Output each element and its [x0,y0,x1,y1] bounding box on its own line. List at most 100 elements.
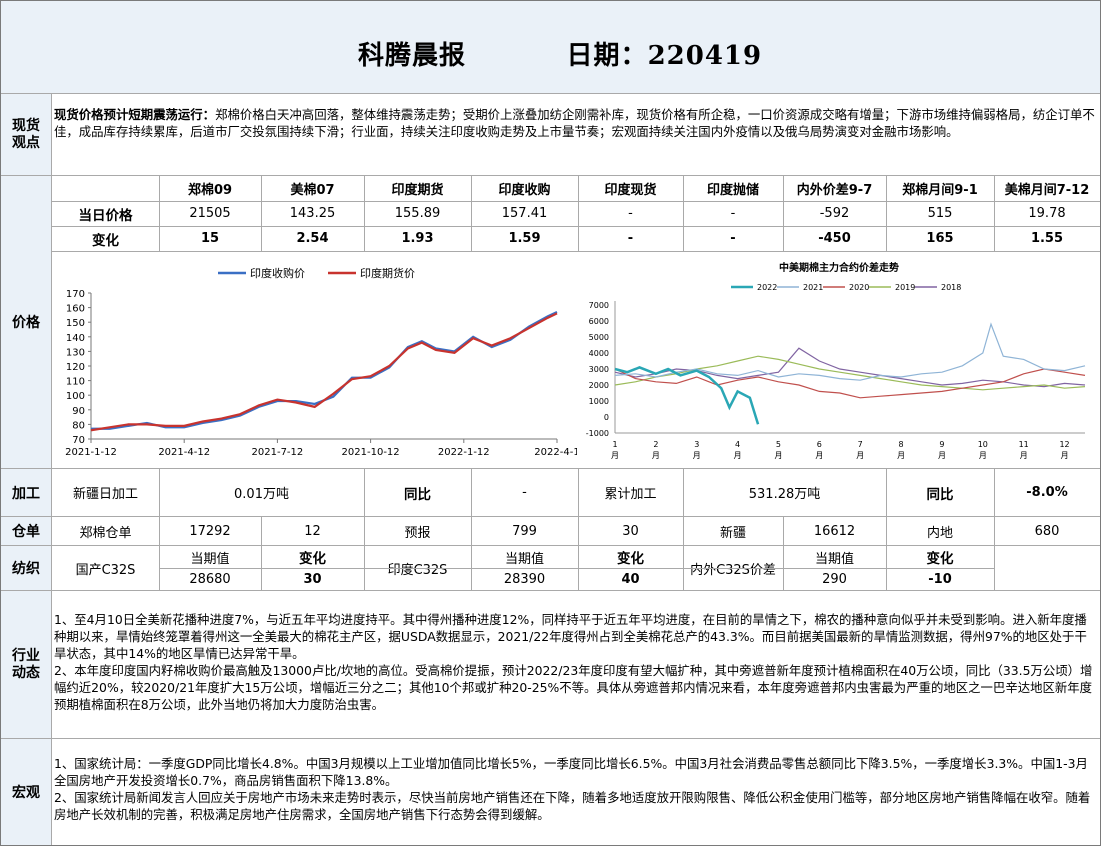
price-column-header: 内外价差9-7 [796,183,873,198]
x-tick-label: 3 [694,440,699,449]
spot-view-label: 现货 观点 [1,94,51,175]
legend-label: 印度期货价 [360,266,415,280]
india-current: 28390 [503,571,546,587]
macro-para-1: 1、国家统计局：一季度GDP同比增长4.8%。中国3月规模以上工业增加值同比增长… [54,756,1088,788]
price-today-cell: 157.41 [501,206,548,221]
report-date: 220419 [647,41,763,71]
yoy-label: 同比 [404,486,431,503]
series-line [614,366,760,425]
price-today-cell: - [628,206,633,221]
price-today-cell: 155.89 [394,206,441,221]
y-tick-label: -1000 [586,429,609,438]
zc-label: 郑棉仓单 [79,525,132,541]
industry-para-2: 2、本年度印度国内籽棉收购价最高触及13000卢比/坎地的高位。受高棉价提振，预… [54,663,1093,712]
india-change-label: 变化 [617,551,644,567]
textile-label: 纺织 [1,546,51,590]
spread-change-label: 变化 [926,551,954,567]
spot-view-text: 现货价格预计短期震荡运行：郑棉价格白天冲高回落，整体维持震荡走势；受期价上涨叠加… [54,106,1096,140]
report-header: 科腾晨报 日期：220419 [1,1,1100,93]
y-tick-label: 70 [72,435,85,446]
cumulative-value: 531.28万吨 [748,487,821,502]
zc-value: 17292 [189,523,231,539]
price-column-header: 美棉月间7-12 [1004,183,1090,198]
price-change-cell: 1.55 [1030,231,1064,246]
x-tick-label: 2022-1-12 [438,447,490,458]
legend-label: 印度收购价 [250,266,305,280]
price-change-cell: -450 [818,231,851,246]
spread-current-label: 当期值 [814,551,854,567]
price-change-cell: - [627,231,634,246]
price-row-label: 当日价格 [78,207,133,224]
price-change-cell: 15 [200,231,220,246]
price-corner [52,176,159,201]
domestic-current: 28680 [189,571,231,587]
domestic-change-label: 变化 [299,551,326,567]
spread-chart: 中美期棉主力合约价差走势 2022 2021 2020 2019 2018 -1000 0 10… [581,253,1097,467]
x-tick-label: 月 [815,451,823,460]
x-tick-label: 6 [817,440,822,449]
india-c32s-label: 印度C32S [387,562,448,578]
industry-para-1: 1、至4月10日全美新花播种进度7%，与近五年平均进度持平。其中得州播种进度12… [54,612,1087,661]
india-price-chart-svg: 印度收购价 印度期货价 70 80 90 100 110 120 130 140 150 160 170… [65,266,580,458]
spread-c32s-label: 内外C32S价差 [690,562,776,578]
y-tick-label: 7000 [589,301,609,310]
price-today-cell: - [730,206,736,221]
price-today-cell: 21505 [189,206,231,221]
y-tick-label: 80 [72,420,85,431]
price-column-header: 印度期货 [391,183,444,198]
spread-change: -10 [928,571,952,587]
report-title: 科腾晨报 日期：220419 [358,35,762,72]
price-row-label: 变化 [92,232,119,249]
x-tick-label: 2021-1-12 [65,447,117,458]
legend-label: 2020 [849,283,869,292]
x-tick-label: 8 [899,440,904,449]
x-tick-label: 月 [1020,451,1028,460]
india-price-chart: 印度收购价 印度期货价 70 80 90 100 110 120 130 140 150 160 170… [53,253,580,467]
x-tick-label: 2022-4-1 [534,447,577,458]
legend-label: 2019 [895,283,915,292]
yoy2-value: -8.0% [1026,485,1068,500]
y-tick-label: 130 [66,347,85,358]
title-name: 科腾晨报 [358,41,467,71]
forecast-change: 30 [622,523,639,539]
x-tick-label: 2021-4-12 [158,447,210,458]
price-change-cell: 1.59 [508,231,541,246]
x-tick-label: 月 [938,451,946,460]
price-change-cell: 2.54 [296,231,329,246]
y-tick-label: 3000 [589,365,609,374]
y-tick-label: 110 [66,377,85,388]
series-line [614,322,1086,381]
y-tick-label: 4000 [589,349,609,358]
legend-label: 2021 [803,283,823,292]
y-tick-label: 5000 [589,333,609,342]
series-line [90,312,558,432]
x-tick-label: 月 [1061,451,1069,460]
legend-label: 2018 [941,283,961,292]
x-tick-label: 月 [774,451,782,460]
cumulative-label: 累计加工 [604,487,657,502]
macro-para-2: 2、国家统计局新闻发言人回应关于房地产市场未来走势时表示，尽快当前房地产销售还在… [54,790,1091,822]
price-column-header: 美棉07 [290,183,335,198]
x-tick-label: 月 [611,451,619,460]
inland-value: 680 [1034,523,1060,539]
price-column-header: 郑棉09 [187,183,233,198]
legend-label: 2022 [757,283,777,292]
x-tick-label: 10 [978,440,988,449]
x-tick-label: 2021-10-12 [342,447,400,458]
spot-view-lead: 现货价格预计短期震荡运行： [54,107,216,122]
yoy-value: - [522,485,527,500]
x-tick-label: 12 [1059,440,1069,449]
price-column-header: 郑棉月间9-1 [902,183,978,198]
x-tick-label: 4 [735,440,740,449]
yoy2-label: 同比 [926,486,954,503]
y-tick-label: 120 [66,362,85,373]
domestic-current-label: 当期值 [190,551,230,567]
x-tick-label: 2 [653,440,658,449]
x-tick-label: 月 [734,451,742,460]
y-tick-label: 160 [66,304,85,315]
spot-view-body: 郑棉价格白天冲高回落，整体维持震荡走势；受期价上涨叠加纺企刚需补库，现货价格有所… [54,107,1095,139]
forecast-value: 799 [512,523,537,539]
x-tick-label: 月 [693,451,701,460]
domestic-c32s-label: 国产C32S [75,562,136,578]
